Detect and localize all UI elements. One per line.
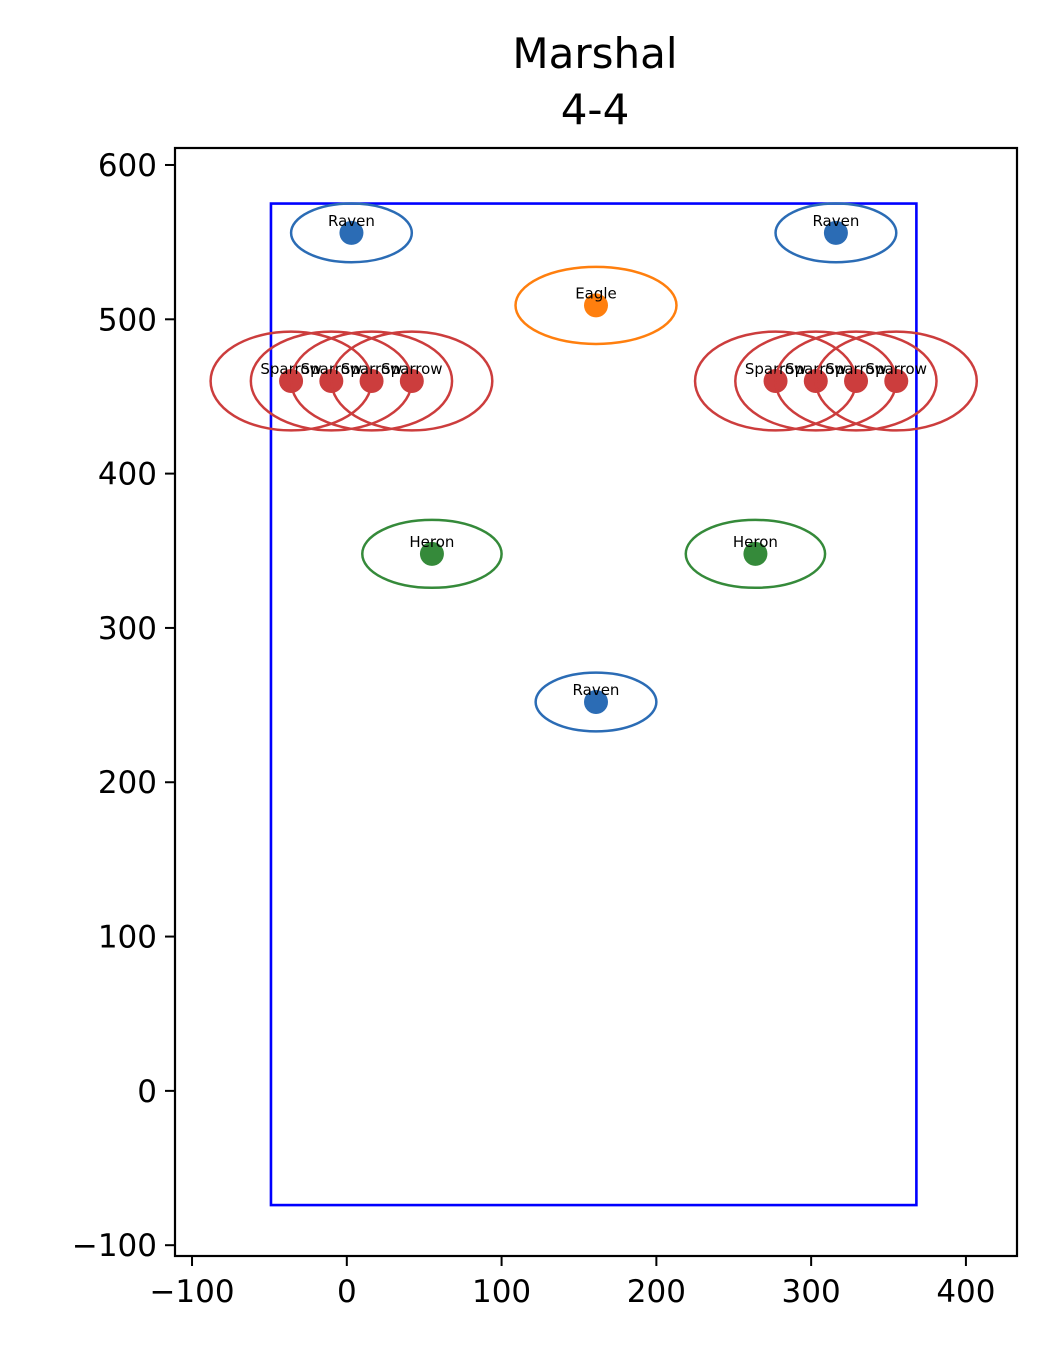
- player-label: Sparrow: [341, 360, 402, 378]
- player-heron: Heron: [361, 518, 503, 590]
- plot-frame: [173, 146, 1019, 1258]
- x-axis: −100 0 100 200 300 400: [149, 1256, 996, 1310]
- player-sparrow: Sparrow: [814, 330, 979, 432]
- y-tick-label: 300: [98, 611, 157, 647]
- player-point: [399, 369, 424, 394]
- player-sparrow: Sparrow: [289, 330, 454, 432]
- y-tick-label: 100: [98, 920, 157, 956]
- coverage-ellipse: [361, 518, 503, 590]
- player-label: Sparrow: [825, 360, 886, 378]
- player-eagle: Eagle: [514, 265, 678, 346]
- player-label: Sparrow: [260, 360, 321, 378]
- player-label: Raven: [573, 681, 620, 699]
- player-label: Heron: [409, 533, 454, 551]
- player-label: Sparrow: [381, 360, 442, 378]
- coverage-ellipse: [289, 202, 414, 264]
- player-label: Sparrow: [866, 360, 927, 378]
- player-raven: Raven: [534, 671, 658, 733]
- y-tick-label: 200: [98, 765, 157, 801]
- player-point: [584, 690, 608, 714]
- player-point: [419, 541, 444, 566]
- x-tick-label: 300: [782, 1274, 841, 1310]
- player-label: Sparrow: [301, 360, 362, 378]
- plot-marks: Raven RavenEagleSparrowSparrowSparrowSpar…: [209, 202, 979, 1207]
- player-point: [743, 541, 768, 566]
- player-heron: Heron: [684, 518, 827, 590]
- y-tick-label: 400: [98, 457, 157, 493]
- player-raven: Raven: [774, 202, 898, 264]
- coverage-ellipse: [534, 671, 658, 733]
- chart-title: Marshal: [512, 29, 677, 78]
- player-sparrow: Sparrow: [774, 330, 938, 432]
- player-point: [823, 220, 848, 245]
- player-label: Eagle: [575, 284, 617, 302]
- player-point: [339, 220, 364, 245]
- coverage-ellipse: [774, 330, 938, 432]
- player-point: [584, 293, 608, 318]
- y-tick-label: 0: [137, 1074, 157, 1110]
- field-boundary: [269, 202, 918, 1207]
- y-tick-label: 500: [98, 302, 157, 338]
- player-raven: Raven: [289, 202, 414, 264]
- player-label: Sparrow: [785, 360, 846, 378]
- x-tick-label: 200: [627, 1274, 686, 1310]
- player-point: [844, 369, 869, 394]
- player-point: [359, 369, 384, 394]
- coverage-ellipse: [514, 265, 678, 346]
- coverage-ellipse: [774, 202, 898, 264]
- coverage-ellipse: [330, 330, 494, 432]
- x-tick-label: −100: [149, 1274, 234, 1310]
- y-tick-label: −100: [72, 1228, 157, 1264]
- player-sparrow: Sparrow: [330, 330, 494, 432]
- coverage-ellipse: [814, 330, 979, 432]
- player-label: Raven: [812, 212, 859, 230]
- player-label: Heron: [733, 533, 778, 551]
- chart-subtitle: 4-4: [561, 85, 630, 134]
- player-point: [884, 369, 909, 394]
- x-tick-label: 0: [337, 1274, 357, 1310]
- y-axis: −100 0 100 200 300 400 500 600: [72, 148, 175, 1264]
- coverage-ellipse: [289, 330, 454, 432]
- coverage-ellipse: [684, 518, 827, 590]
- y-tick-label: 600: [98, 148, 157, 184]
- x-tick-label: 400: [936, 1274, 995, 1310]
- x-tick-label: 100: [472, 1274, 531, 1310]
- player-label: Raven: [328, 212, 375, 230]
- player-label: Sparrow: [745, 360, 806, 378]
